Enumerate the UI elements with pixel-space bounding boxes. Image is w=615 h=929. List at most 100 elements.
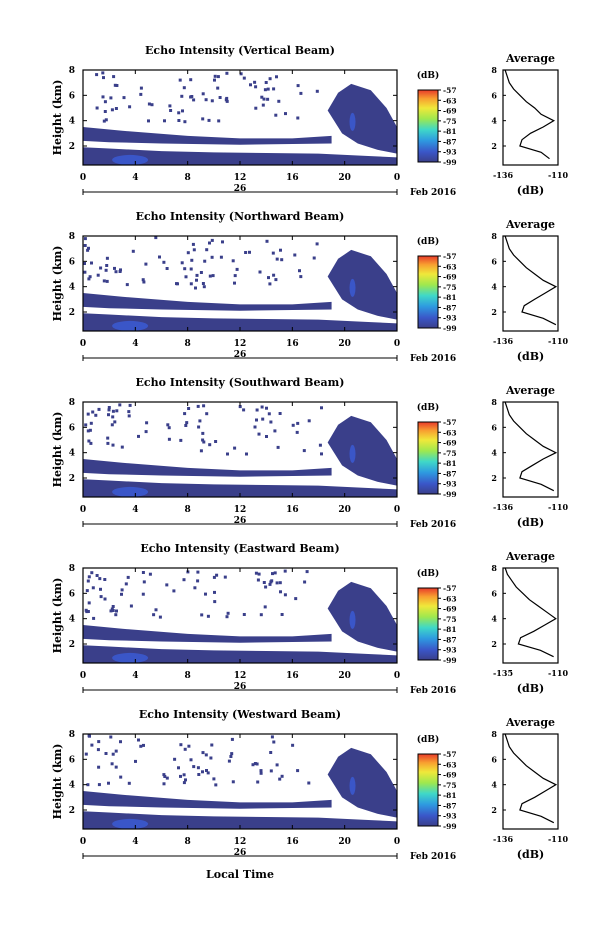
echo-speckle <box>253 762 257 765</box>
colorbar-tick-label: -75 <box>443 615 457 624</box>
colorbar-tick-label: -63 <box>443 262 457 271</box>
colorbar-tick-label: -87 <box>443 303 457 312</box>
x-tick-label: 4 <box>132 339 138 349</box>
echo-speckle <box>265 406 268 410</box>
echo-speckle <box>266 97 270 101</box>
echo-speckle <box>248 250 251 254</box>
echo-speckle <box>270 579 274 583</box>
echo-speckle <box>114 270 118 274</box>
colorbar-tick-label: -99 <box>443 158 457 167</box>
echo-speckle <box>84 423 88 427</box>
echo-speckle <box>99 587 102 591</box>
y-axis-label: Height (km) <box>51 744 64 820</box>
echo-speckle <box>94 413 98 417</box>
echo-speckle <box>269 751 273 754</box>
x-tick-label: 0 <box>80 173 86 183</box>
echo-speckle <box>256 578 260 582</box>
echo-speckle <box>191 242 195 246</box>
echo-speckle <box>213 600 217 604</box>
echo-speckle <box>201 431 205 435</box>
echo-speckle <box>315 89 319 93</box>
echo-speckle <box>95 73 99 77</box>
echo-speckle <box>95 106 99 110</box>
echo-speckle <box>223 575 227 579</box>
profile-y-tick-label: 2 <box>491 639 497 649</box>
echo-speckle <box>179 743 183 747</box>
echo-speckle <box>158 255 161 259</box>
echo-speckle <box>105 279 109 283</box>
echo-speckle <box>263 88 267 92</box>
echo-speckle <box>167 426 171 430</box>
echo-speckle <box>267 276 270 280</box>
echo-speckle <box>114 613 118 617</box>
colorbar-tick-label: -75 <box>443 283 457 292</box>
plume-core-echo <box>349 278 356 297</box>
echo-speckle <box>255 418 258 422</box>
echo-speckle <box>137 434 140 438</box>
echo-speckle <box>205 248 209 252</box>
y-tick-label: 6 <box>69 755 75 765</box>
profile-x-tick-label: -135 <box>493 668 513 678</box>
echo-speckle <box>318 443 322 447</box>
y-tick-label: 8 <box>69 398 75 408</box>
profile-y-tick-label: 4 <box>491 448 497 458</box>
echo-speckle <box>280 774 284 778</box>
echo-speckle <box>280 258 284 262</box>
echo-speckle <box>96 748 100 752</box>
profile-y-tick-label: 2 <box>491 141 497 151</box>
y-tick-label: 8 <box>69 66 75 76</box>
x-tick-label: 0 <box>80 505 86 515</box>
echo-speckle <box>107 781 110 785</box>
echo-speckle <box>231 259 235 263</box>
echo-speckle <box>91 586 95 590</box>
profile-y-tick-label: 8 <box>491 231 497 241</box>
echo-speckle <box>184 424 188 427</box>
profile-x-tick-label: -110 <box>548 668 568 678</box>
echo-speckle <box>104 752 108 755</box>
x-tick-label: 4 <box>132 837 138 847</box>
echo-speckle <box>183 267 187 271</box>
echo-speckle <box>206 614 210 618</box>
date-label: Feb 2016 <box>410 686 456 696</box>
elevated-layer-echo <box>83 459 332 477</box>
echo-speckle <box>284 112 287 116</box>
x-tick-label: 0 <box>394 671 400 681</box>
echo-field <box>83 569 397 663</box>
echo-speckle <box>278 581 282 585</box>
colorbar-unit: (dB) <box>417 70 439 81</box>
echo-speckle <box>139 92 143 96</box>
echo-speckle <box>197 773 201 776</box>
echo-speckle <box>283 569 287 573</box>
boundary-layer-echo <box>83 313 397 331</box>
colorbar-tick-label: -81 <box>443 127 457 136</box>
echo-speckle <box>275 581 279 585</box>
echo-speckle <box>89 421 93 425</box>
colorbar-tick-label: -81 <box>443 791 457 800</box>
profile-unit: (dB) <box>517 184 544 197</box>
profile-y-tick-label: 4 <box>491 780 497 790</box>
x-tick-label: 12 <box>234 671 247 681</box>
x-tick-label: 0 <box>394 339 400 349</box>
echo-speckle <box>194 286 197 290</box>
echo-speckle <box>244 251 248 254</box>
elevated-layer-echo <box>83 293 332 311</box>
panel-title: Echo Intensity (Vertical Beam) <box>145 44 335 57</box>
echo-speckle <box>110 762 114 766</box>
plume-core-echo <box>349 444 356 463</box>
echo-speckle <box>128 105 132 109</box>
plume-core-echo <box>349 776 356 795</box>
echo-speckle <box>86 783 90 787</box>
echo-speckle <box>199 271 203 274</box>
x-tick-label: 4 <box>132 173 138 183</box>
echo-speckle <box>210 238 214 242</box>
colorbar-tick-label: -99 <box>443 490 457 499</box>
echo-speckle <box>168 104 172 108</box>
colorbar-tick-label: -75 <box>443 449 457 458</box>
x-tick-label: 12 <box>234 837 247 847</box>
echo-speckle <box>127 410 131 414</box>
colorbar-tick-label: -57 <box>443 252 457 261</box>
echo-speckle <box>204 98 208 102</box>
echo-speckle <box>209 756 213 760</box>
echo-speckle <box>112 75 116 79</box>
